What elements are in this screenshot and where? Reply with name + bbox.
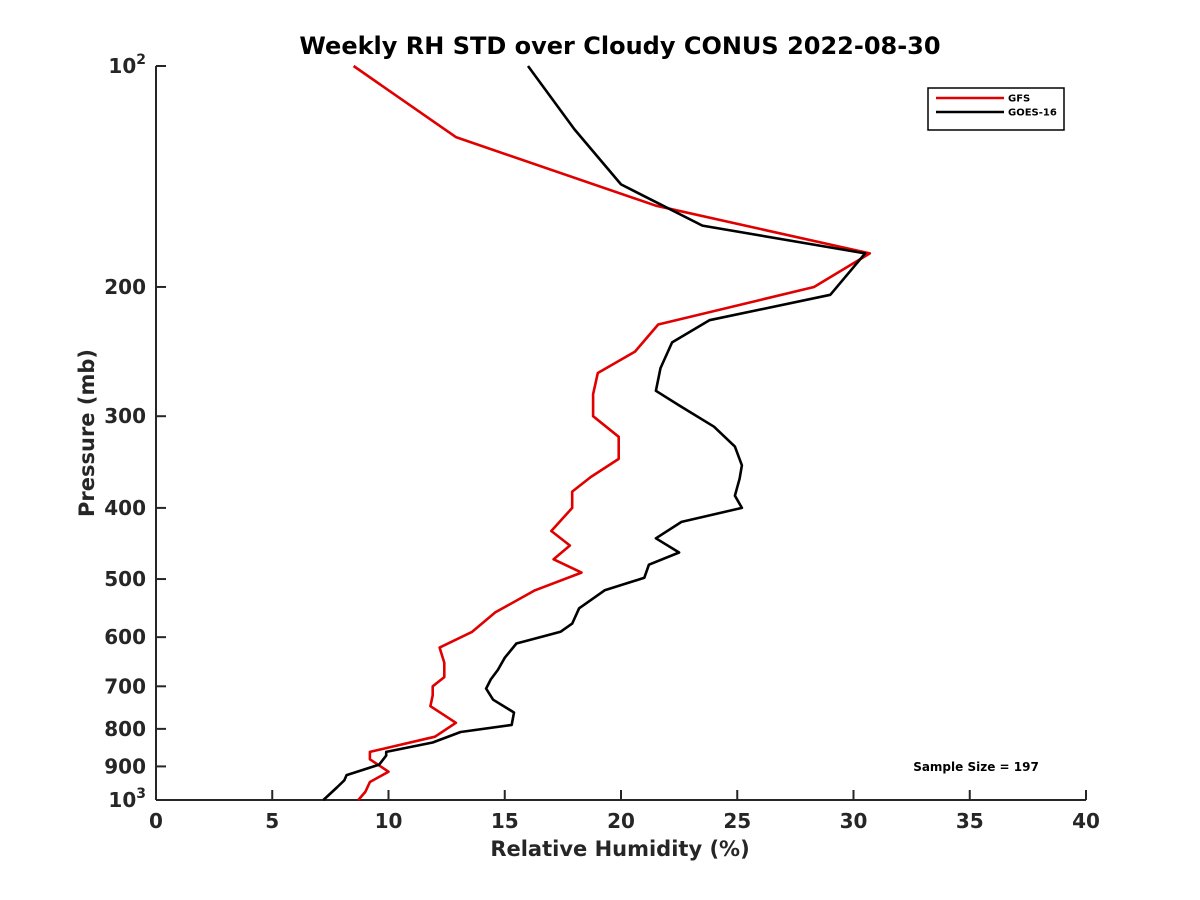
y-tick-label-base: 400 (104, 496, 146, 520)
y-tick-label-base: 900 (104, 754, 146, 778)
chart-title: Weekly RH STD over Cloudy CONUS 2022-08-… (299, 32, 940, 60)
y-tick-label-base: 800 (104, 717, 146, 741)
y-tick-label: 200 (104, 275, 146, 299)
y-tick-label-exponent: 2 (136, 52, 146, 68)
y-tick-label: 300 (104, 404, 146, 428)
y-tick-label: 103 (108, 786, 146, 812)
legend-label: GOES-16 (1008, 108, 1057, 119)
y-tick-label-base: 700 (104, 674, 146, 698)
y-tick-label-base: 10 (108, 54, 136, 78)
x-tick-label: 0 (149, 809, 163, 833)
x-tick-label: 5 (265, 809, 279, 833)
y-tick-label-exponent: 3 (136, 786, 146, 802)
legend-box (927, 87, 1065, 131)
y-tick-label: 700 (104, 674, 146, 698)
y-axis-label: Pressure (mb) (75, 349, 99, 517)
x-tick-label: 35 (956, 809, 984, 833)
y-tick-label: 800 (104, 717, 146, 741)
series-line-goes-16 (322, 65, 867, 801)
y-tick-label: 400 (104, 496, 146, 520)
legend-label: GFS (1008, 94, 1030, 105)
y-tick-label-base: 600 (104, 625, 146, 649)
x-axis-label: Relative Humidity (%) (490, 837, 749, 861)
x-tick-label: 20 (607, 809, 635, 833)
x-tick-label: 25 (723, 809, 751, 833)
y-tick-label: 900 (104, 754, 146, 778)
y-tick-label: 600 (104, 625, 146, 649)
y-tick-label-base: 10 (108, 788, 136, 812)
series-line-gfs (352, 64, 872, 801)
x-axis: 0 5 10 15 20 25 30 35 40 (149, 790, 1100, 833)
x-tick-label: 30 (840, 809, 868, 833)
x-tick-label: 10 (375, 809, 403, 833)
y-tick-label: 102 (108, 52, 146, 78)
y-tick-label: 500 (104, 567, 146, 591)
x-tick-label: 40 (1072, 809, 1100, 833)
y-tick-label-base: 500 (104, 567, 146, 591)
y-tick-label-base: 300 (104, 404, 146, 428)
y-tick-label-base: 200 (104, 275, 146, 299)
sample-size-annotation: Sample Size = 197 (913, 760, 1039, 774)
series-layer (322, 64, 872, 801)
legend: GFS GOES-16 (927, 87, 1065, 131)
x-tick-label: 15 (491, 809, 519, 833)
